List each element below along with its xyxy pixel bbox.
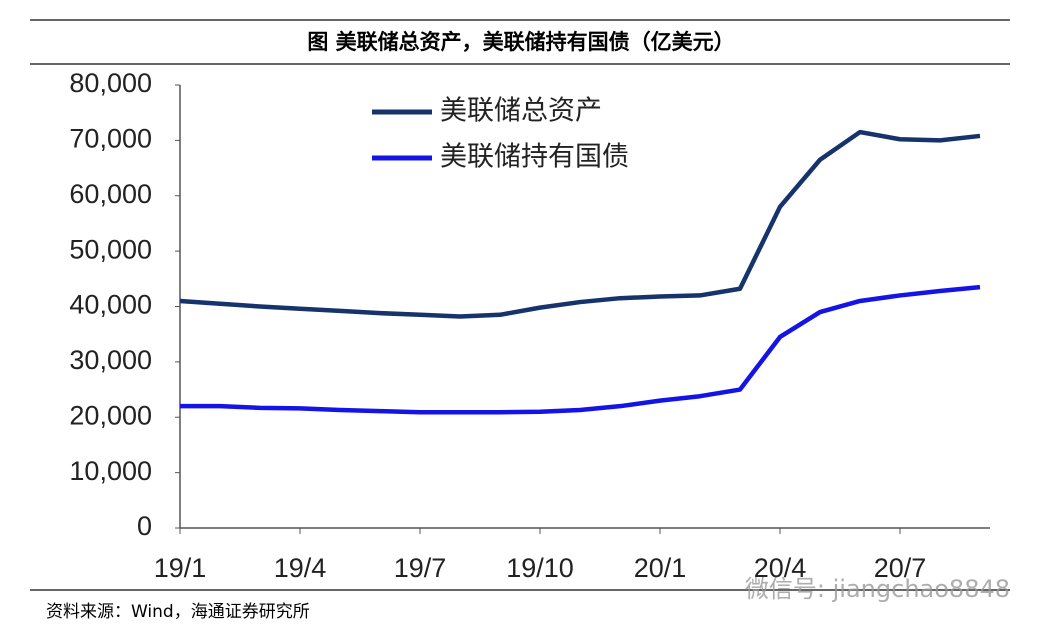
watermark: 微信号: jiangchao8848: [745, 575, 1010, 603]
source: 资料来源：Wind，海通证券研究所: [46, 602, 310, 622]
x-tick-label: 19/4: [274, 553, 327, 583]
legend-label: 美联储持有国债: [440, 142, 629, 173]
x-tick-label: 19/7: [394, 553, 447, 583]
y-tick-label: 50,000: [69, 234, 152, 264]
x-tick-label: 20/7: [874, 553, 927, 583]
y-tick-label: 0: [137, 511, 152, 541]
y-tick-label: 10,000: [69, 456, 152, 486]
y-tick-label: 30,000: [69, 345, 152, 375]
y-tick-label: 20,000: [69, 400, 152, 430]
y-tick-label: 80,000: [69, 68, 152, 98]
x-tick-label: 19/1: [154, 553, 207, 583]
y-tick-label: 40,000: [69, 290, 152, 320]
x-tick-label: 20/1: [634, 553, 687, 583]
legend-label: 美联储总资产: [440, 96, 602, 127]
y-tick-label: 70,000: [69, 124, 152, 154]
x-tick-label: 20/4: [754, 553, 807, 583]
chart-title: 图 美联储总资产，美联储持有国债（亿美元）: [307, 30, 734, 54]
series-line: [179, 129, 981, 319]
series-line: [180, 284, 981, 415]
x-tick-label: 19/10: [506, 553, 574, 583]
y-tick-label: 60,000: [69, 179, 152, 209]
